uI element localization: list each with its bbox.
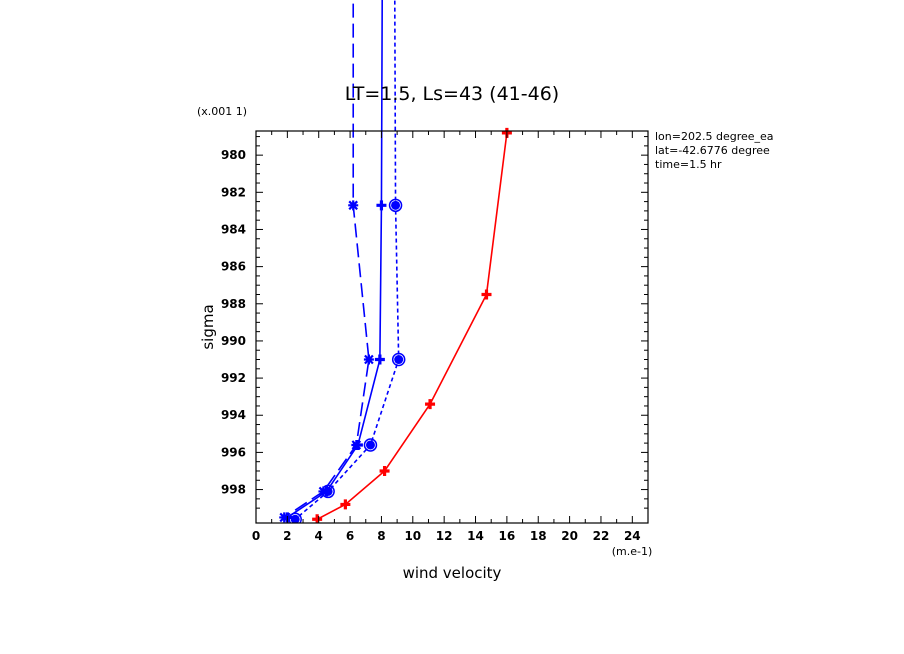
x-tick-label: 8 — [377, 529, 385, 543]
chart-title: LT=1.5, Ls=43 (41-46) — [345, 83, 559, 105]
data-point — [425, 399, 436, 410]
data-point — [376, 200, 387, 211]
series-line — [316, 132, 508, 520]
data-point — [391, 200, 401, 210]
series-line — [283, 0, 370, 519]
x-tick-label: 18 — [530, 529, 547, 543]
annotation-lon: lon=202.5 degree_ea — [655, 130, 774, 143]
y-tick-label: 998 — [221, 483, 246, 497]
data-point — [394, 355, 404, 365]
y-axis-label: sigma — [199, 304, 217, 349]
data-point — [481, 289, 492, 300]
data-point — [279, 512, 290, 523]
x-tick-label: 2 — [283, 529, 291, 543]
y-tick-label: 984 — [221, 222, 246, 236]
data-point — [379, 465, 390, 476]
x-tick-label: 12 — [436, 529, 453, 543]
x-tick-label: 14 — [467, 529, 484, 543]
x-tick-label: 16 — [499, 529, 516, 543]
y-tick-label: 982 — [221, 185, 246, 199]
data-point — [374, 354, 385, 365]
data-point — [351, 439, 362, 450]
data-point-ring — [288, 512, 302, 523]
x-axis-label: wind velocity — [403, 564, 502, 582]
plot-frame — [255, 130, 649, 524]
y-tick-label: 992 — [221, 371, 246, 385]
data-point — [348, 200, 359, 211]
x-tick-label: 0 — [252, 529, 260, 543]
series-2 — [279, 0, 374, 523]
data-point-ring — [363, 438, 378, 452]
x-unit-label: (m.e-1) — [612, 545, 653, 558]
series-3 — [288, 0, 406, 523]
data-point — [323, 486, 333, 496]
data-point — [318, 486, 329, 497]
data-point-ring — [391, 352, 406, 367]
x-tick-label: 22 — [593, 529, 610, 543]
series-layer — [279, 0, 512, 523]
data-point — [290, 514, 300, 523]
data-point — [363, 354, 374, 365]
annotation-lat: lat=-42.6776 degree — [655, 144, 770, 157]
x-tick-label: 4 — [315, 529, 323, 543]
data-point — [365, 440, 375, 450]
axis-layer: 0 2 4 6 8 10 12 14 16 18 20 22 249809829849869889909… — [221, 131, 649, 543]
y-tick-label: 980 — [221, 148, 246, 162]
data-point — [340, 499, 351, 510]
series-line — [294, 0, 400, 520]
y-tick-label: 990 — [221, 334, 246, 348]
x-tick-label: 10 — [404, 529, 421, 543]
x-tick-label: 6 — [346, 529, 354, 543]
y-tick-label: 994 — [221, 408, 246, 422]
y-tick-label: 988 — [221, 297, 246, 311]
y-tick-label: 996 — [221, 445, 246, 459]
annotation-time: time=1.5 hr — [655, 158, 722, 171]
y-tick-label: 986 — [221, 260, 246, 274]
data-point-ring — [321, 484, 335, 499]
x-tick-label: 20 — [561, 529, 578, 543]
x-tick-label: 24 — [624, 529, 641, 543]
data-point-ring — [388, 198, 403, 213]
y-unit-label: (x.001 1) — [197, 105, 247, 118]
